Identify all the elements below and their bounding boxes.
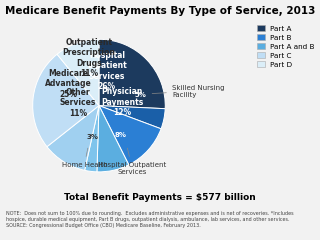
- Text: Home Health: Home Health: [61, 148, 107, 168]
- Text: NOTE:  Does not sum to 100% due to rounding.  Excludes administrative expenses a: NOTE: Does not sum to 100% due to roundi…: [6, 211, 294, 228]
- Legend: Part A, Part B, Part A and B, Part C, Part D: Part A, Part B, Part A and B, Part C, Pa…: [257, 25, 315, 68]
- Wedge shape: [47, 106, 99, 170]
- Text: Outpatient
Prescription
Drugs
11%: Outpatient Prescription Drugs 11%: [63, 38, 116, 78]
- Wedge shape: [33, 54, 99, 147]
- Wedge shape: [85, 106, 99, 172]
- Text: Medicare Benefit Payments By Type of Service, 2013: Medicare Benefit Payments By Type of Ser…: [5, 6, 315, 16]
- Text: Physician
Payments
12%: Physician Payments 12%: [101, 87, 143, 117]
- Text: Hospital Outpatient
Services: Hospital Outpatient Services: [98, 148, 166, 175]
- Text: 8%: 8%: [114, 132, 126, 138]
- Text: Total Benefit Payments = $577 billion: Total Benefit Payments = $577 billion: [64, 193, 256, 202]
- Wedge shape: [97, 106, 129, 172]
- Text: Hospital
Inpatient
Services
26%: Hospital Inpatient Services 26%: [87, 51, 127, 91]
- Wedge shape: [99, 106, 161, 165]
- Wedge shape: [99, 106, 165, 129]
- Text: 5%: 5%: [134, 92, 146, 98]
- Wedge shape: [57, 39, 99, 106]
- Text: Skilled Nursing
Facility: Skilled Nursing Facility: [152, 84, 224, 97]
- Text: Medicare
Advantage
25%: Medicare Advantage 25%: [45, 69, 92, 99]
- Text: Other
Services
11%: Other Services 11%: [60, 88, 96, 118]
- Text: 3%: 3%: [86, 134, 98, 140]
- Wedge shape: [99, 39, 165, 109]
